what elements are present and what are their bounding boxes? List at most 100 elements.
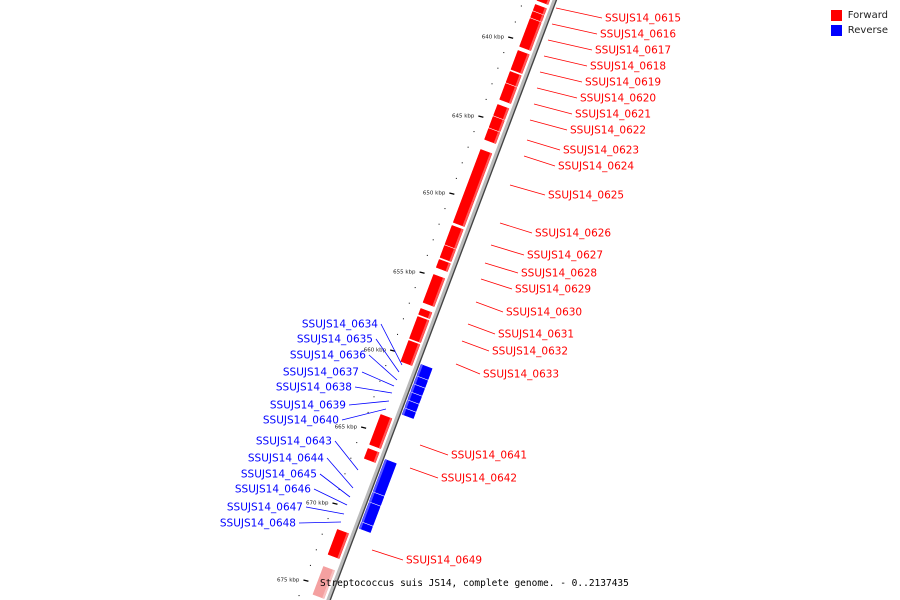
legend: Forward Reverse bbox=[830, 8, 888, 38]
reverse-gene-label: SSUJS14_0638 bbox=[276, 382, 352, 394]
forward-leader bbox=[371, 549, 404, 561]
forward-gene-label: SSUJS14_0616 bbox=[600, 29, 676, 41]
forward-leader bbox=[551, 23, 598, 35]
forward-gene-bevel bbox=[520, 53, 530, 74]
major-tick bbox=[332, 502, 338, 505]
backbone-shadow bbox=[328, 0, 558, 600]
forward-gene-label: SSUJS14_0617 bbox=[595, 45, 671, 57]
forward-leader bbox=[509, 184, 546, 196]
forward-gene-bevel bbox=[445, 262, 451, 272]
forward-gene-label: SSUJS14_0615 bbox=[605, 13, 681, 25]
reverse-gene-label: SSUJS14_0643 bbox=[256, 436, 332, 448]
reverse-gene-bevel bbox=[402, 408, 407, 416]
forward-gene-label: SSUJS14_0620 bbox=[580, 93, 656, 105]
forward-gene bbox=[493, 104, 510, 120]
reverse-gene-bevel bbox=[413, 376, 419, 385]
forward-gene bbox=[444, 225, 464, 249]
forward-gene bbox=[363, 448, 380, 463]
forward-leader bbox=[547, 39, 593, 51]
reverse-leader bbox=[305, 506, 345, 515]
forward-gene-bevel bbox=[427, 311, 432, 319]
forward-gene bbox=[418, 308, 433, 319]
forward-gene-bevel bbox=[546, 0, 550, 5]
forward-leader bbox=[484, 262, 519, 274]
forward-gene bbox=[505, 71, 522, 87]
reverse-gene-bevel bbox=[410, 384, 416, 393]
forward-gene bbox=[488, 116, 505, 132]
forward-leader bbox=[490, 244, 525, 256]
major-tick bbox=[419, 271, 425, 274]
forward-leader bbox=[475, 301, 504, 313]
forward-gene bbox=[530, 11, 545, 22]
reverse-leader bbox=[341, 408, 387, 421]
forward-gene-label: SSUJS14_0641 bbox=[451, 450, 527, 462]
forward-gene-bevel bbox=[472, 152, 492, 202]
reverse-leader bbox=[368, 354, 398, 381]
forward-leader bbox=[533, 103, 573, 115]
tick-label: 645 kbp bbox=[452, 114, 475, 120]
reverse-gene-bevel bbox=[361, 502, 371, 523]
forward-leader bbox=[529, 119, 568, 131]
reverse-gene-bevel bbox=[416, 364, 423, 377]
reverse-leader bbox=[375, 338, 400, 373]
forward-gene-bevel bbox=[542, 7, 547, 15]
tick-label: 665 kbp bbox=[335, 425, 358, 431]
reverse-leader bbox=[319, 473, 351, 498]
forward-leader bbox=[409, 467, 439, 479]
reverse-gene bbox=[407, 392, 423, 404]
forward-gene bbox=[409, 316, 430, 343]
reverse-gene-label: SSUJS14_0647 bbox=[227, 502, 303, 514]
reverse-leader bbox=[298, 521, 342, 524]
forward-leader bbox=[523, 155, 556, 167]
reverse-leader bbox=[326, 457, 354, 489]
genome-backbone bbox=[326, 0, 558, 600]
reverse-leader bbox=[348, 400, 390, 406]
forward-gene bbox=[327, 529, 350, 559]
forward-gene-bevel bbox=[337, 532, 349, 559]
forward-gene-bevel bbox=[410, 343, 420, 366]
label-leaders bbox=[298, 7, 603, 561]
tick-label: 650 kbp bbox=[423, 191, 446, 197]
forward-gene-label: SSUJS14_0628 bbox=[521, 268, 597, 280]
forward-gene-label: SSUJS14_0630 bbox=[506, 307, 582, 319]
forward-leader bbox=[499, 222, 533, 234]
reverse-gene-label: SSUJS14_0639 bbox=[270, 400, 346, 412]
forward-gene-bevel bbox=[539, 14, 544, 22]
genes bbox=[312, 0, 551, 599]
forward-gene bbox=[510, 50, 530, 74]
forward-leader bbox=[555, 7, 603, 19]
forward-leader bbox=[526, 139, 561, 151]
forward-leader bbox=[536, 87, 578, 99]
reverse-leader bbox=[313, 488, 348, 506]
legend-forward-label: Forward bbox=[847, 10, 888, 21]
tick-label: 675 kbp bbox=[277, 578, 300, 584]
reverse-gene-bevel bbox=[407, 392, 413, 401]
forward-gene-label: SSUJS14_0619 bbox=[585, 77, 661, 89]
reverse-gene bbox=[401, 408, 416, 419]
reverse-gene-label: SSUJS14_0637 bbox=[283, 367, 359, 379]
tick-label: 655 kbp bbox=[393, 270, 416, 276]
forward-gene-bevel bbox=[373, 451, 380, 463]
tick-label: 660 kbp bbox=[364, 348, 387, 354]
forward-gene-label: SSUJS14_0649 bbox=[406, 555, 482, 567]
forward-gene-bevel bbox=[462, 200, 474, 227]
forward-gene-bevel bbox=[502, 107, 509, 120]
forward-leader bbox=[480, 278, 513, 290]
major-tick bbox=[303, 579, 309, 582]
forward-gene bbox=[536, 0, 551, 5]
forward-gene-bevel bbox=[418, 319, 429, 343]
forward-gene-bevel bbox=[378, 417, 392, 449]
reverse-gene-label: SSUJS14_0648 bbox=[220, 518, 296, 530]
reverse-gene-bevel bbox=[404, 400, 410, 409]
forward-gene-label: SSUJS14_0625 bbox=[548, 190, 624, 202]
forward-gene-label: SSUJS14_0623 bbox=[563, 145, 639, 157]
major-tick bbox=[449, 192, 455, 195]
forward-gene-label: SSUJS14_0642 bbox=[441, 473, 517, 485]
forward-gene-bevel bbox=[515, 74, 522, 87]
map-caption: Streptococcus suis JS14, complete genome… bbox=[320, 578, 629, 589]
reverse-gene bbox=[410, 384, 426, 396]
legend-reverse: Reverse bbox=[830, 23, 888, 38]
reverse-gene-bevel bbox=[373, 459, 387, 493]
reverse-gene bbox=[358, 522, 373, 533]
